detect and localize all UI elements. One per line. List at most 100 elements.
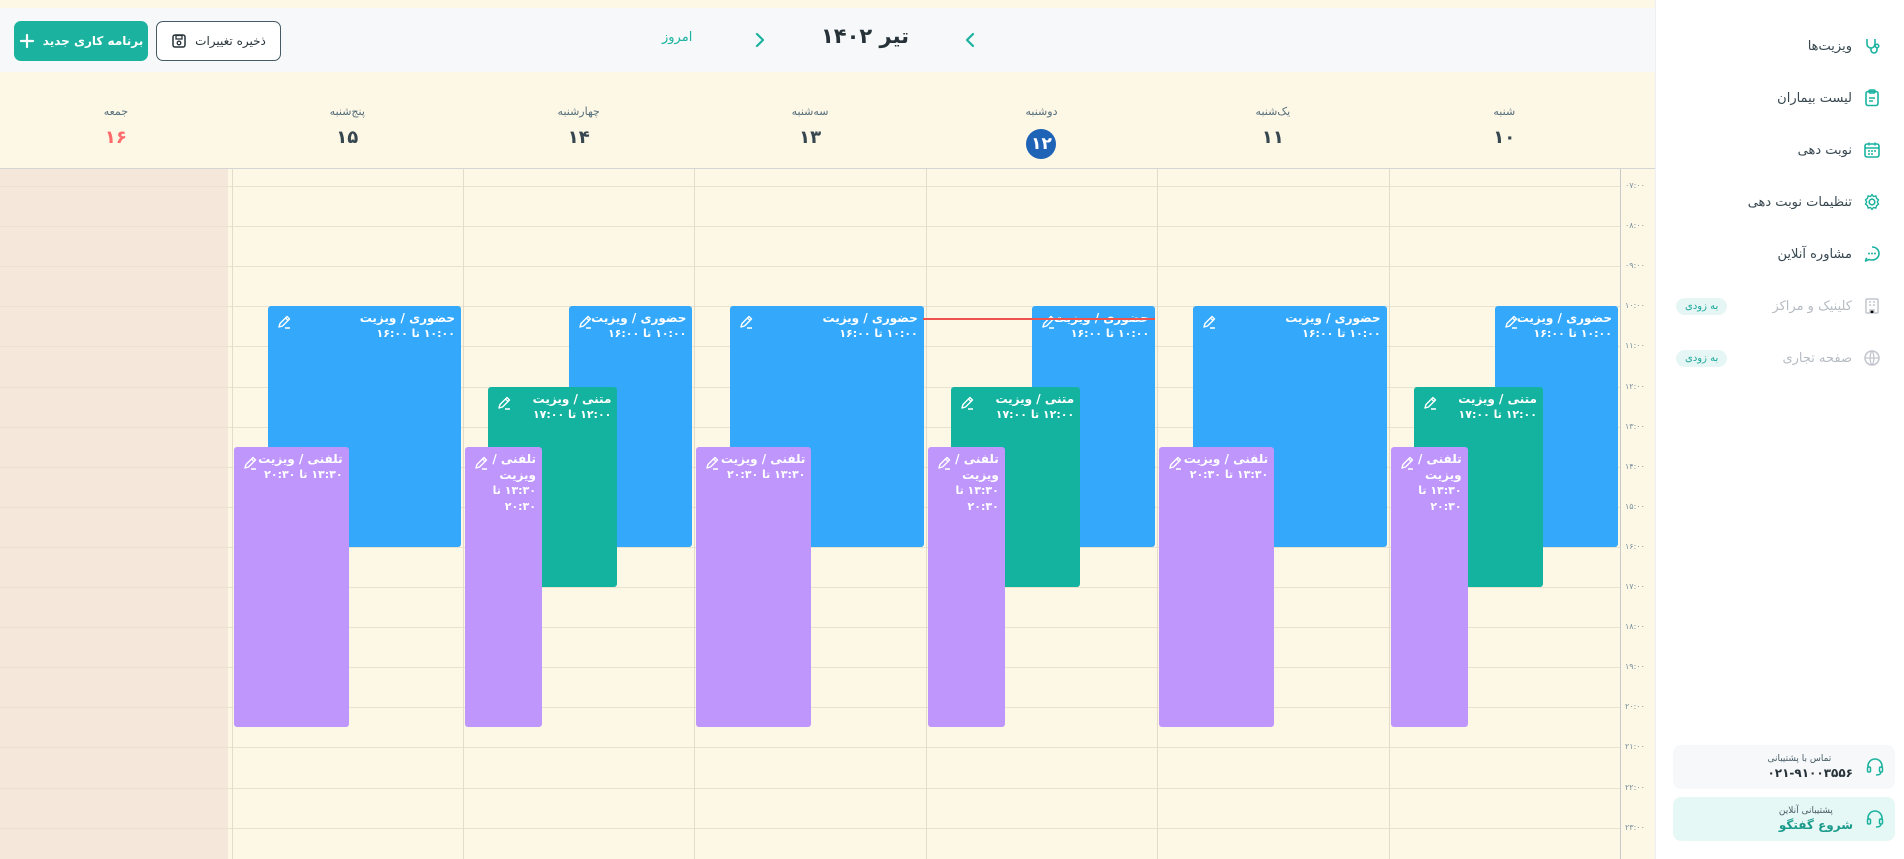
time-label: ۱۶:۰۰ [1625, 541, 1645, 551]
time-label: ۱۳:۰۰ [1625, 421, 1645, 431]
schedule-block-phone[interactable]: تلفنی / ویزیت ۱۳:۳۰ تا ۲۰:۳۰ [465, 446, 542, 728]
time-label: ۲۳:۰۰ [1625, 822, 1645, 832]
schedule-block-title: تلفنی / ویزیت [1183, 451, 1269, 466]
edit-pencil-icon[interactable] [1399, 455, 1415, 471]
sidebar-item-calendar[interactable]: نوبت دهی [1676, 138, 1882, 162]
sidebar-item-label: مشاوره آنلاین [1777, 246, 1852, 262]
edit-pencil-icon[interactable] [936, 455, 952, 471]
today-link[interactable]: امروز [662, 30, 693, 45]
time-label: ۰۷:۰۰ [1625, 181, 1645, 190]
building-icon [1862, 296, 1882, 316]
day-header-3: سه‌شنبه ۱۳ [694, 72, 925, 168]
schedule-block-phone[interactable]: تلفنی / ویزیت ۱۳:۳۰ تا ۲۰:۳۰ [696, 446, 812, 728]
calendar-icon [1862, 140, 1882, 160]
support-chat-start: شروع گفتگو [1778, 818, 1853, 832]
sidebar-item-label: ویزیت‌ها [1807, 38, 1852, 54]
schedule-block-time: ۱۰:۰۰ تا ۱۶:۰۰ [1302, 327, 1381, 341]
time-label: ۱۲:۰۰ [1625, 381, 1645, 391]
time-label: ۱۵:۰۰ [1625, 501, 1645, 511]
coming-soon-badge: به زودی [1676, 297, 1728, 315]
time-label: ۱۴:۰۰ [1625, 461, 1645, 471]
schedule-block-time: ۱۳:۳۰ تا ۲۰:۳۰ [726, 467, 806, 481]
schedule-block-time: ۱۰:۰۰ تا ۱۶:۰۰ [1070, 327, 1150, 341]
calendar-grid: حضوری / ویزیت ۱۰:۰۰ تا ۱۶:۰۰ متنی / ویزیت ۱… [0, 168, 1655, 859]
day-divider [1157, 169, 1159, 859]
edit-pencil-icon[interactable] [1422, 395, 1438, 411]
edit-pencil-icon[interactable] [959, 395, 975, 411]
support-phone-card[interactable]: تماس با پشتیبانی ۰۲۱-۹۱۰۰۳۵۵۶ [1673, 745, 1895, 789]
day-header-0: شنبه ۱۰ [1389, 72, 1620, 168]
day-divider [925, 169, 927, 859]
schedule-block-phone[interactable]: تلفنی / ویزیت ۱۳:۳۰ تا ۲۰:۳۰ [927, 446, 1005, 728]
schedule-block-time: ۱۳:۳۰ تا ۲۰:۳۰ [955, 483, 999, 513]
schedule-block-title: تلفنی / ویزیت [955, 451, 999, 482]
schedule-block-time: ۱۳:۳۰ تا ۲۰:۳۰ [264, 467, 343, 481]
chevron-next-icon[interactable] [960, 30, 980, 50]
time-label: ۱۹:۰۰ [1625, 662, 1645, 672]
edit-pencil-icon[interactable] [276, 314, 292, 330]
sidebar-item-stethoscope[interactable]: ویزیت‌ها [1676, 34, 1882, 58]
edit-pencil-icon[interactable] [496, 395, 512, 411]
schedule-block-time: ۱۲:۰۰ تا ۱۷:۰۰ [995, 407, 1075, 421]
floppy-disk-icon [172, 34, 186, 48]
schedule-block-title: حضوری / ویزیت [1516, 311, 1612, 326]
schedule-block-phone[interactable]: تلفنی / ویزیت ۱۳:۳۰ تا ۲۰:۳۰ [1159, 446, 1275, 728]
day-number: ۱۶ [104, 127, 127, 148]
chat-icon [1862, 244, 1882, 264]
schedule-block-title: تلفنی / ویزیت [720, 451, 806, 466]
hour-line [0, 186, 1620, 187]
time-column: ۰۷:۰۰ ۰۸:۰۰ ۰۹:۰۰ ۱۰:۰۰ ۱۱:۰۰ ۱۲:۰۰ ۱۳:۰۰ ۱۴:۰۰… [1620, 169, 1655, 859]
hour-line [0, 787, 1620, 789]
sidebar: ویزیت‌ها لیست بیماران نوبت دهی تنظیمات نوبت… [1655, 0, 1904, 859]
schedule-block-title: تلفنی / ویزیت [1417, 451, 1462, 482]
edit-pencil-icon[interactable] [242, 455, 258, 471]
sidebar-item-gear[interactable]: تنظیمات نوبت دهی [1676, 190, 1882, 214]
schedule-block-phone[interactable]: تلفنی / ویزیت ۱۳:۳۰ تا ۲۰:۳۰ [233, 446, 349, 728]
schedule-block-title: حضوری / ویزیت [1285, 311, 1381, 326]
plus-icon [19, 33, 34, 49]
edit-pencil-icon[interactable] [1167, 455, 1183, 471]
edit-pencil-icon[interactable] [738, 314, 754, 330]
save-changes-button[interactable]: ذخیره تغییرات [156, 21, 281, 61]
schedule-block-time: ۱۰:۰۰ تا ۱۶:۰۰ [839, 327, 918, 341]
sidebar-item-label: لیست بیماران [1777, 90, 1852, 106]
hour-line [0, 827, 1620, 829]
day-number: ۱۴ [567, 127, 590, 148]
edit-pencil-icon[interactable] [577, 314, 593, 330]
support-phone-caption: تماس با پشتیبانی [1767, 754, 1832, 764]
schedule-block-title: متنی / ویزیت [995, 391, 1075, 406]
time-label: ۲۲:۰۰ [1625, 782, 1645, 792]
day-name: سه‌شنبه [791, 105, 829, 118]
sidebar-item-building[interactable]: کلینیک و مراکز به زودی [1676, 294, 1882, 318]
stethoscope-icon [1862, 36, 1882, 56]
time-label: ۱۸:۰۰ [1625, 622, 1645, 632]
hour-line [0, 747, 1620, 749]
edit-pencil-icon[interactable] [473, 455, 489, 471]
edit-pencil-icon[interactable] [1201, 314, 1217, 330]
schedule-block-title: متنی / ویزیت [532, 391, 612, 406]
support-chat-card[interactable]: پشتیبانی آنلاین شروع گفتگو [1673, 797, 1895, 841]
support-phone-number: ۰۲۱-۹۱۰۰۳۵۵۶ [1767, 766, 1853, 780]
day-divider [1388, 169, 1390, 859]
edit-pencil-icon[interactable] [1503, 314, 1519, 330]
sidebar-item-globe[interactable]: صفحه تجاری به زودی [1676, 346, 1882, 370]
day-header-5: پنج‌شنبه ۱۵ [232, 72, 463, 168]
time-label: ۱۷:۰۰ [1625, 582, 1645, 591]
sidebar-item-label: صفحه تجاری [1782, 350, 1852, 366]
edit-pencil-icon[interactable] [704, 455, 720, 471]
day-header-row: شنبه ۱۰ یک‌شنبه ۱۱ دوشنبه ۱۲ سه‌شنبه ۱۳ چهارشنبه… [0, 72, 1620, 168]
sidebar-item-chat[interactable]: مشاوره آنلاین [1676, 242, 1882, 266]
chevron-prev-icon[interactable] [750, 30, 770, 50]
edit-pencil-icon[interactable] [1040, 314, 1056, 330]
time-label: ۰۹:۰۰ [1625, 261, 1645, 271]
calendar-main: برنامه کاری جدید ذخیره تغییرات امروز تیر… [0, 0, 1655, 859]
schedule-block-text[interactable]: متنی / ویزیت ۱۲:۰۰ تا ۱۷:۰۰ [1413, 386, 1543, 587]
sidebar-item-clipboard[interactable]: لیست بیماران [1676, 86, 1882, 110]
schedule-block-phone[interactable]: تلفنی / ویزیت ۱۳:۳۰ تا ۲۰:۳۰ [1390, 446, 1468, 728]
month-title: تیر ۱۴۰۲ [820, 24, 910, 48]
new-schedule-button[interactable]: برنامه کاری جدید [14, 21, 148, 61]
schedule-block-title: حضوری / ویزیت [822, 311, 918, 326]
schedule-block-time: ۱۰:۰۰ تا ۱۶:۰۰ [607, 327, 687, 341]
schedule-block-time: ۱۳:۳۰ تا ۲۰:۳۰ [492, 483, 536, 513]
sidebar-item-label: تنظیمات نوبت دهی [1747, 194, 1852, 210]
